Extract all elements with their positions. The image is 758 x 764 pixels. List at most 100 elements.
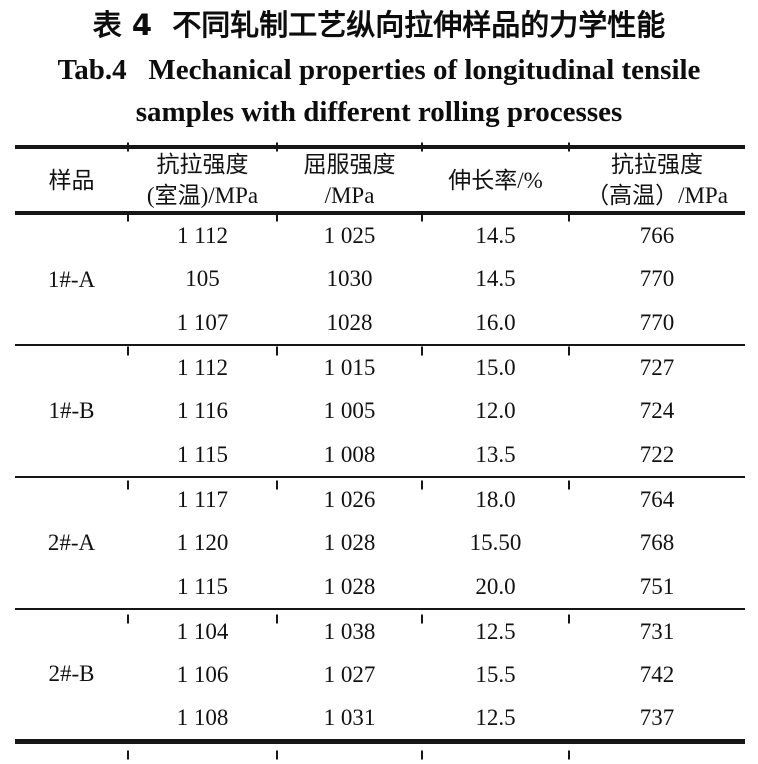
value-cell: 1 117: [177, 486, 228, 512]
value-cell: 1028: [326, 309, 373, 335]
value-cell: 105: [185, 266, 220, 291]
column-rule-tick: [421, 480, 423, 490]
value-cell: 1 026: [323, 486, 376, 512]
sample-label-cell: 1#-B: [48, 398, 95, 423]
table-row: 1 107 1028 16.0 770: [15, 301, 745, 345]
table-row: 2#-A 1 117 1 026 18.0 764: [15, 477, 745, 556]
value-cell: 1 025: [323, 223, 376, 248]
column-rule-tick: [568, 142, 570, 152]
column-rule-tick: [276, 480, 278, 490]
value-cell: 1 112: [177, 223, 228, 248]
value-cell: 1 104: [176, 618, 229, 644]
table-row: 1 108 1 031 12.5 737: [15, 697, 745, 741]
value-cell: 768: [639, 530, 675, 555]
value-cell: 727: [639, 354, 675, 380]
column-header-yield: 屈服强度 /MPa: [277, 147, 422, 213]
value-cell: 1 120: [176, 530, 229, 555]
table-row: 1 115 1 008 13.5 722: [15, 433, 745, 477]
value-cell: 12.5: [475, 618, 516, 644]
column-header-tensile-high: 抗拉强度 （高温）/MPa: [569, 147, 745, 213]
value-cell: 12.5: [475, 704, 516, 730]
header-line: 屈服强度: [303, 152, 396, 177]
header-line: 抗拉强度: [156, 152, 249, 177]
value-cell: 1 005: [323, 398, 376, 423]
sample-group-1B: 1#-B 1 112 1 015 15.0 727 1 116 1 005 12…: [15, 345, 745, 477]
column-rule-tick: [276, 750, 278, 760]
column-rule-tick: [421, 142, 423, 152]
value-cell: 1 112: [177, 354, 228, 380]
table-title-english-line1: Tab.4 Mechanical properties of longitudi…: [57, 54, 701, 86]
header-line: （高温）/MPa: [586, 183, 728, 208]
value-cell: 1 027: [323, 662, 376, 687]
column-rule-tick: [568, 614, 570, 624]
column-rule-tick: [568, 750, 570, 760]
table-title-english-line2: samples with different rolling processes: [135, 96, 623, 128]
value-cell: 14.5: [475, 266, 516, 291]
column-header-sample: 样品: [15, 147, 128, 213]
column-rule-tick: [127, 614, 129, 624]
value-cell: 1 028: [323, 573, 376, 599]
sample-group-1A: 1#-A 1 112 1 025 14.5 766 105 1030 14.5 …: [15, 213, 745, 345]
column-rule-tick: [127, 142, 129, 152]
column-rule-tick: [127, 212, 129, 222]
value-cell: 1 115: [177, 441, 228, 467]
table-row: 1#-B 1 112 1 015 15.0 727: [15, 345, 745, 424]
value-cell: 770: [639, 266, 675, 291]
value-cell: 724: [639, 398, 675, 423]
column-header-elongation: 伸长率/%: [422, 147, 569, 213]
value-cell: 1 028: [323, 530, 376, 555]
value-cell: 1 015: [323, 354, 376, 380]
column-rule-tick: [568, 346, 570, 356]
header-line: /MPa: [324, 183, 375, 208]
value-cell: 742: [639, 662, 675, 687]
table-row: 1#-A 1 112 1 025 14.5 766: [15, 213, 745, 292]
table-header: 样品 抗拉强度 (室温)/MPa 屈服强度 /MPa 伸长率/%: [15, 147, 745, 213]
column-rule-tick: [127, 346, 129, 356]
sample-group-2A: 2#-A 1 117 1 026 18.0 764 1 120 1 028 15…: [15, 477, 745, 609]
value-cell: 1 031: [323, 704, 376, 730]
data-table-area: 样品 抗拉强度 (室温)/MPa 屈服强度 /MPa 伸长率/%: [15, 142, 745, 760]
column-rule-tick: [421, 346, 423, 356]
header-line: 伸长率/%: [448, 167, 543, 193]
column-rule-tick: [276, 346, 278, 356]
column-rule-tick: [421, 750, 423, 760]
value-cell: 18.0: [475, 486, 516, 512]
value-cell: 13.5: [475, 441, 516, 467]
value-cell: 1 106: [176, 662, 229, 687]
sample-label-cell: 2#-A: [47, 530, 96, 555]
header-line: (室温)/MPa: [146, 183, 259, 208]
header-line: 样品: [48, 167, 95, 193]
value-cell: 1 008: [323, 441, 376, 467]
value-cell: 15.50: [469, 530, 522, 555]
header-row: 样品 抗拉强度 (室温)/MPa 屈服强度 /MPa 伸长率/%: [15, 147, 745, 213]
value-cell: 15.0: [475, 354, 516, 380]
column-rule-tick: [568, 480, 570, 490]
table-row: 1 115 1 028 20.0 751: [15, 565, 745, 609]
sample-label-cell: 2#-B: [48, 661, 95, 687]
value-cell: 16.0: [475, 309, 516, 335]
value-cell: 1030: [326, 266, 373, 291]
column-rule-tick: [568, 212, 570, 222]
table-row: 105 1030 14.5 770: [15, 257, 745, 301]
value-cell: 766: [639, 223, 675, 248]
value-cell: 731: [639, 618, 675, 644]
column-rule-tick: [421, 212, 423, 222]
value-cell: 12.0: [475, 398, 516, 423]
value-cell: 1 116: [177, 398, 228, 423]
value-cell: 770: [639, 309, 675, 335]
sample-label-cell: 1#-A: [47, 266, 96, 292]
table-row: 2#-B 1 104 1 038 12.5 731: [15, 609, 745, 687]
column-rule-tick: [276, 212, 278, 222]
column-header-tensile-room: 抗拉强度 (室温)/MPa: [128, 147, 277, 213]
value-cell: 722: [639, 441, 675, 467]
value-cell: 14.5: [475, 223, 516, 248]
value-cell: 764: [639, 486, 675, 512]
value-cell: 1 115: [177, 573, 228, 599]
value-cell: 15.5: [475, 662, 516, 687]
table-row: 1 116 1 005 12.0 724: [15, 389, 745, 433]
column-rule-tick: [127, 480, 129, 490]
value-cell: 1 108: [176, 704, 229, 730]
column-rule-tick: [421, 614, 423, 624]
column-rule-tick: [276, 614, 278, 624]
